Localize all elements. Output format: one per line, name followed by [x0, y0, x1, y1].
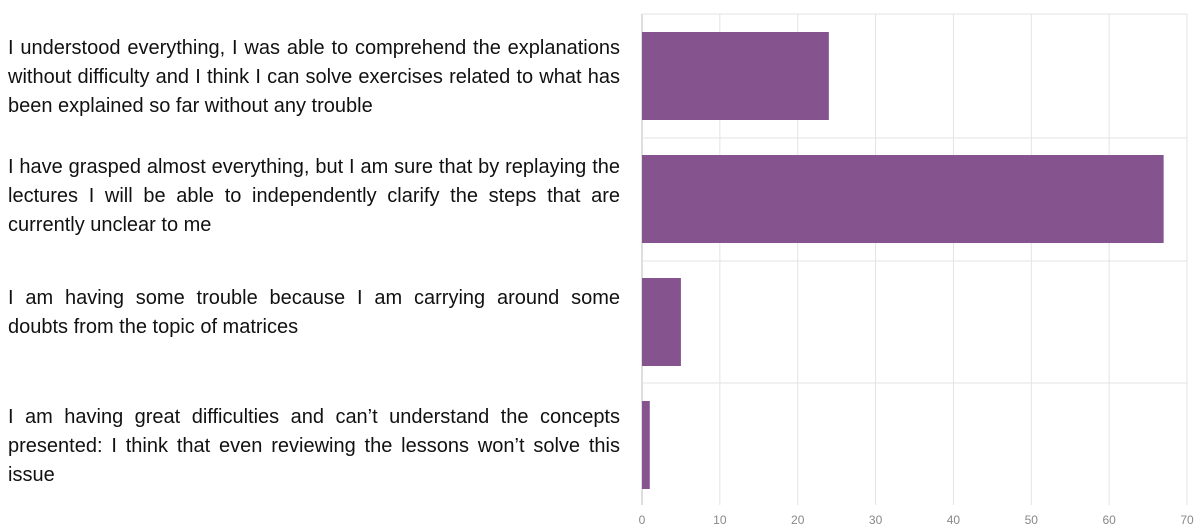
bar-1	[642, 32, 829, 120]
gridlines	[641, 13, 1188, 505]
bar-3	[642, 278, 681, 366]
category-label-2: I have grasped almost everything, but I …	[8, 156, 620, 236]
category-label-1: I understood everything, I was able to c…	[8, 37, 620, 117]
category-label-3: I am having some trouble because I am ca…	[8, 287, 620, 338]
x-axis-ticks: 0 10 20 30 40 50 60 70	[639, 513, 1194, 527]
x-tick-label: 60	[1102, 513, 1116, 527]
x-tick-label: 40	[947, 513, 961, 527]
x-tick-label: 20	[791, 513, 805, 527]
bar-4	[642, 401, 650, 489]
x-tick-label: 0	[639, 513, 646, 527]
bar-2	[642, 155, 1164, 243]
x-tick-label: 30	[869, 513, 883, 527]
bars	[642, 32, 1164, 489]
x-tick-label: 10	[713, 513, 727, 527]
x-tick-label: 70	[1180, 513, 1194, 527]
x-tick-label: 50	[1025, 513, 1039, 527]
category-label-4: I am having great difficulties and can’t…	[8, 406, 620, 486]
